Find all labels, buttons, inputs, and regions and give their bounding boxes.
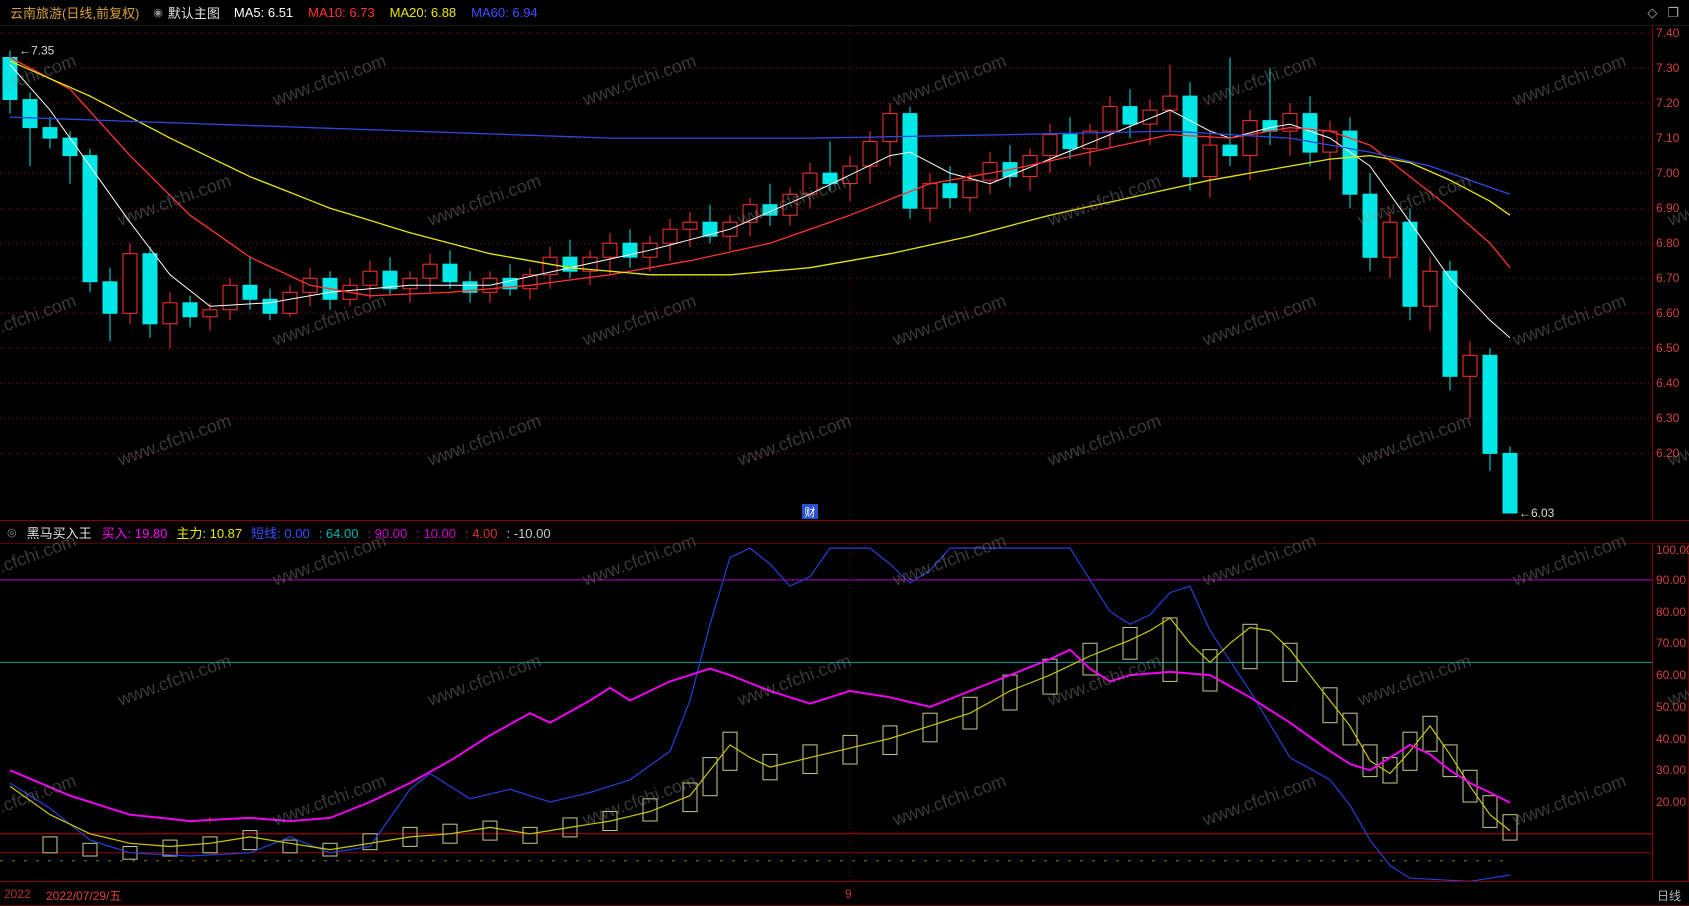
axis-tick-label: 70.00 (1656, 636, 1687, 651)
axis-tick-label: 6.80 (1656, 236, 1680, 251)
indicator-icon[interactable]: ◎ (7, 526, 17, 539)
axis-tick-label: 6.60 (1656, 306, 1680, 321)
axis-tick-label: 7.00 (1656, 166, 1680, 181)
axis-tick-label: 7.30 (1656, 61, 1680, 76)
axis-tick-label: 90.00 (1656, 572, 1687, 587)
main-chart-mode[interactable]: ◉ 默认主图 (153, 3, 220, 22)
axis-tick-label: 30.00 (1656, 763, 1687, 778)
period-label[interactable]: 日线 (1657, 889, 1682, 903)
window-layout-icon[interactable]: ❐ (1667, 4, 1679, 20)
current-date-label: 2022/07/29/五 (46, 889, 122, 903)
axis-tick-label: 6.70 (1656, 271, 1680, 286)
axis-tick-label: 7.10 (1656, 131, 1680, 146)
chart-header: 云南旅游(日线,前复权) ◉ 默认主图 MA5: 6.51 MA10: 6.73 MA… (0, 0, 1689, 26)
indicator-name[interactable]: 黑马买入王 (26, 525, 92, 541)
indicator-header: ◎ 黑马买入王 买入: 19.80 主力: 10.87 短线: 0.00 : 64.0… (0, 520, 1689, 543)
diamond-icon[interactable]: ◇ (1647, 4, 1658, 20)
axis-tick-label: 7.40 (1656, 26, 1680, 40)
axis-tick-label: 6.30 (1656, 411, 1680, 426)
ma-label-0: MA5: 6.51 (233, 5, 294, 20)
ma-labels: MA5: 6.51 MA10: 6.73 MA20: 6.88 MA60: 6.94 (234, 5, 553, 20)
ma-line-MA60 (9, 116, 1511, 195)
indicator-chart-canvas[interactable]: ↑ (0, 544, 1652, 882)
axis-tick-label: 50.00 (1656, 699, 1687, 714)
svg-text:财: 财 (805, 505, 816, 519)
price-annotation-0: ←7.35 (19, 44, 55, 58)
main-chart-panel: ←7.35 ←6.03 财 7.40 7.30 7.20 7.10 7.00 6.90 6.80… (0, 26, 1689, 520)
main-chart-canvas[interactable]: ←7.35 ←6.03 财 (0, 26, 1652, 520)
chart-mode-icon: ◉ (153, 7, 163, 19)
ma-label-2: MA20: 6.88 (389, 5, 457, 20)
event-marker-badge (802, 504, 818, 519)
axis-tick-label: 80.00 (1656, 604, 1687, 619)
axis-tick-label: 6.40 (1656, 376, 1680, 391)
indicator-line-主力 (9, 617, 1511, 851)
header-icons: ◇ ❐ (1637, 5, 1679, 21)
axis-tick-label: 100.00 (1656, 543, 1689, 557)
indicator-value-axis: 100.00 90.00 80.00 70.00 60.00 50.00 40.00 30.0… (1652, 544, 1689, 881)
indicator-param-0: 买入: 19.80 (101, 525, 168, 541)
axis-tick-label: 20.00 (1656, 795, 1687, 810)
axis-tick-label: 6.90 (1656, 201, 1680, 216)
ma-line-MA20 (9, 60, 1511, 276)
indicator-param-6: : 4.00 (464, 525, 498, 541)
indicator-param-3: : 64.00 (318, 525, 359, 541)
indicator-line-买入 (9, 648, 1511, 823)
axis-tick-label: 6.50 (1656, 341, 1680, 356)
axis-tick-label: 60.00 (1656, 668, 1687, 683)
indicator-line-短线 (9, 547, 1511, 882)
main-candlestick-chart[interactable]: ←7.35 ←6.03 财 (0, 26, 1652, 520)
indicator-param-7: : -10.00 (506, 525, 551, 541)
ma-line-MA5 (9, 64, 1511, 339)
ma-label-3: MA60: 6.94 (471, 5, 538, 20)
indicator-param-2: 短线: 0.00 (251, 525, 310, 541)
axis-tick-label: 40.00 (1656, 731, 1687, 746)
indicator-param-5: : 10.00 (416, 525, 456, 541)
indicator-param-4: : 90.00 (367, 525, 408, 541)
ma-label-1: MA10: 6.73 (308, 5, 375, 20)
ma-line-MA10 (9, 56, 1511, 297)
indicator-param-1: 主力: 10.87 (176, 525, 243, 541)
mid-axis-label: 9 (845, 887, 852, 901)
indicator-chart[interactable]: ↑ (0, 544, 1652, 882)
main-chart-mode-label: 默认主图 (167, 6, 220, 21)
symbol-title[interactable]: 云南旅游(日线,前复权) (10, 6, 140, 21)
main-price-axis: 7.40 7.30 7.20 7.10 7.00 6.90 6.80 6.70 6.60 6.50… (1652, 26, 1689, 520)
indicator-params: 买入: 19.80 主力: 10.87 短线: 0.00 : 64.00 : 90.00… (102, 523, 560, 542)
axis-tick-label: 6.20 (1656, 446, 1680, 461)
price-annotation-1: ←6.03 (1519, 506, 1555, 520)
axis-tick-label: 7.20 (1656, 96, 1680, 111)
buy-arrow-marker: ↑ (207, 813, 213, 827)
year-label: 2022 (4, 887, 31, 901)
indicator-panel: ↑ 100.00 90.00 80.00 70.00 60.00 50.00 40.00 30… (0, 543, 1689, 882)
time-axis: 2022 2022/07/29/五 9 日线 (0, 881, 1689, 906)
